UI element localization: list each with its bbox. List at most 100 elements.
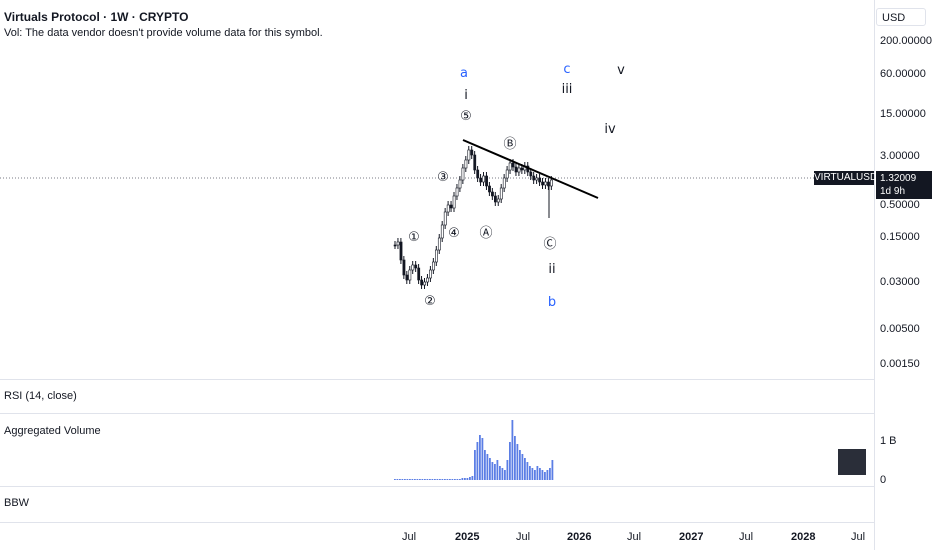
candlestick-series (393, 146, 553, 289)
pane-separator-volume[interactable] (0, 413, 874, 414)
candle-body (432, 261, 435, 271)
time-label: Jul (516, 531, 531, 543)
volume-bar (516, 444, 519, 480)
candle-body (502, 177, 506, 189)
current-price-value: 1.32009 (880, 173, 917, 184)
candle-body (499, 187, 503, 200)
chart-title: Virtuals Protocol · 1W · CRYPTO (4, 10, 189, 24)
wave-label-2: ② (424, 294, 436, 309)
currency-button[interactable]: USD (876, 8, 926, 26)
time-label: Jul (851, 531, 866, 543)
candle-body (461, 167, 465, 181)
wave-label-iv: iv (604, 122, 616, 137)
price-tick: 0.03000 (880, 276, 920, 288)
candle-body (514, 166, 518, 173)
volume-bar (439, 479, 441, 480)
wave-label-A: Ⓐ (479, 226, 493, 241)
price-tick: 200.00000 (880, 35, 932, 47)
volume-bar (429, 479, 431, 480)
time-label: 2027 (679, 531, 704, 543)
candle-body (550, 179, 553, 187)
time-label: Jul (402, 531, 417, 543)
volume-bar (409, 479, 411, 480)
volume-bar (484, 450, 486, 480)
candle-body (437, 237, 441, 251)
volume-bar (419, 479, 421, 480)
pane-separator-bbw[interactable] (0, 486, 874, 487)
volume-tick: 0 (880, 474, 887, 486)
volume-bar (489, 458, 491, 480)
volume-bar (524, 458, 526, 480)
volume-bar (539, 468, 541, 480)
volume-bar (546, 470, 549, 480)
candle-body (423, 281, 427, 286)
volume-bar (499, 466, 501, 480)
price-chart[interactable] (0, 0, 874, 550)
volume-bar (424, 479, 426, 480)
volume-bar (509, 442, 511, 480)
volume-bar (421, 479, 424, 480)
volume-bar (434, 479, 436, 480)
volume-bar (401, 479, 404, 480)
candle-body (511, 162, 515, 168)
pane-separator-rsi[interactable] (0, 379, 874, 380)
bar-countdown: 1d 9h (880, 186, 906, 197)
volume-bar (459, 479, 461, 480)
volume-series (394, 420, 554, 480)
candle-body (429, 269, 432, 279)
volume-bar (541, 470, 544, 480)
volume-bar (404, 479, 406, 480)
candle-body (452, 195, 456, 209)
volume-bar (494, 464, 496, 480)
wave-label-i: i (464, 88, 468, 103)
wave-label-1: ① (408, 230, 420, 245)
candle-body (399, 241, 403, 261)
volume-bar (544, 472, 546, 480)
volume-bar (486, 454, 489, 480)
time-label: 2028 (791, 531, 816, 543)
volume-bar (476, 442, 479, 480)
wave-label-C: Ⓒ (543, 237, 557, 252)
candle-body (396, 241, 400, 246)
candle-body (464, 159, 468, 169)
wave-label-a: a (460, 66, 468, 81)
volume-bar (491, 462, 494, 480)
candle-body (544, 181, 547, 186)
volume-bar (416, 479, 419, 480)
candle-body (520, 167, 524, 171)
candle-body (532, 175, 536, 181)
volume-bar (426, 479, 429, 480)
rsi-label[interactable]: RSI (14, close) (4, 390, 77, 402)
volume-bar (496, 460, 499, 480)
candle-body (440, 224, 444, 239)
wave-label-4: ④ (448, 226, 460, 241)
candle-body (529, 171, 533, 177)
price-badge: 1.32009 1d 9h (876, 171, 932, 199)
volume-bar (456, 479, 459, 480)
trendline (462, 139, 599, 199)
volume-bar (436, 479, 439, 480)
volume-bar (441, 479, 444, 480)
price-scale[interactable] (874, 0, 932, 550)
volume-bar (511, 420, 514, 480)
candle-body (443, 211, 447, 226)
aggregated-volume-label[interactable]: Aggregated Volume (4, 425, 101, 437)
wave-label-iii: iii (561, 82, 573, 97)
candle-body (417, 267, 421, 281)
price-tick: 0.50000 (880, 199, 920, 211)
wave-label-b: b (547, 295, 557, 310)
candle-body (491, 191, 494, 197)
volume-tick: 1 B (880, 435, 897, 447)
candle-body (493, 195, 497, 203)
volume-bar (431, 479, 434, 480)
volume-bar (461, 478, 464, 480)
volume-bar (531, 468, 534, 480)
price-tick: 0.15000 (880, 231, 920, 243)
volume-note: Vol: The data vendor doesn't provide vol… (4, 27, 323, 39)
volume-bar (501, 468, 504, 480)
volume-bar (471, 476, 474, 480)
volume-bar (506, 460, 509, 480)
candle-body (402, 259, 406, 276)
volume-bar (479, 435, 481, 480)
bbw-label[interactable]: BBW (4, 497, 30, 509)
